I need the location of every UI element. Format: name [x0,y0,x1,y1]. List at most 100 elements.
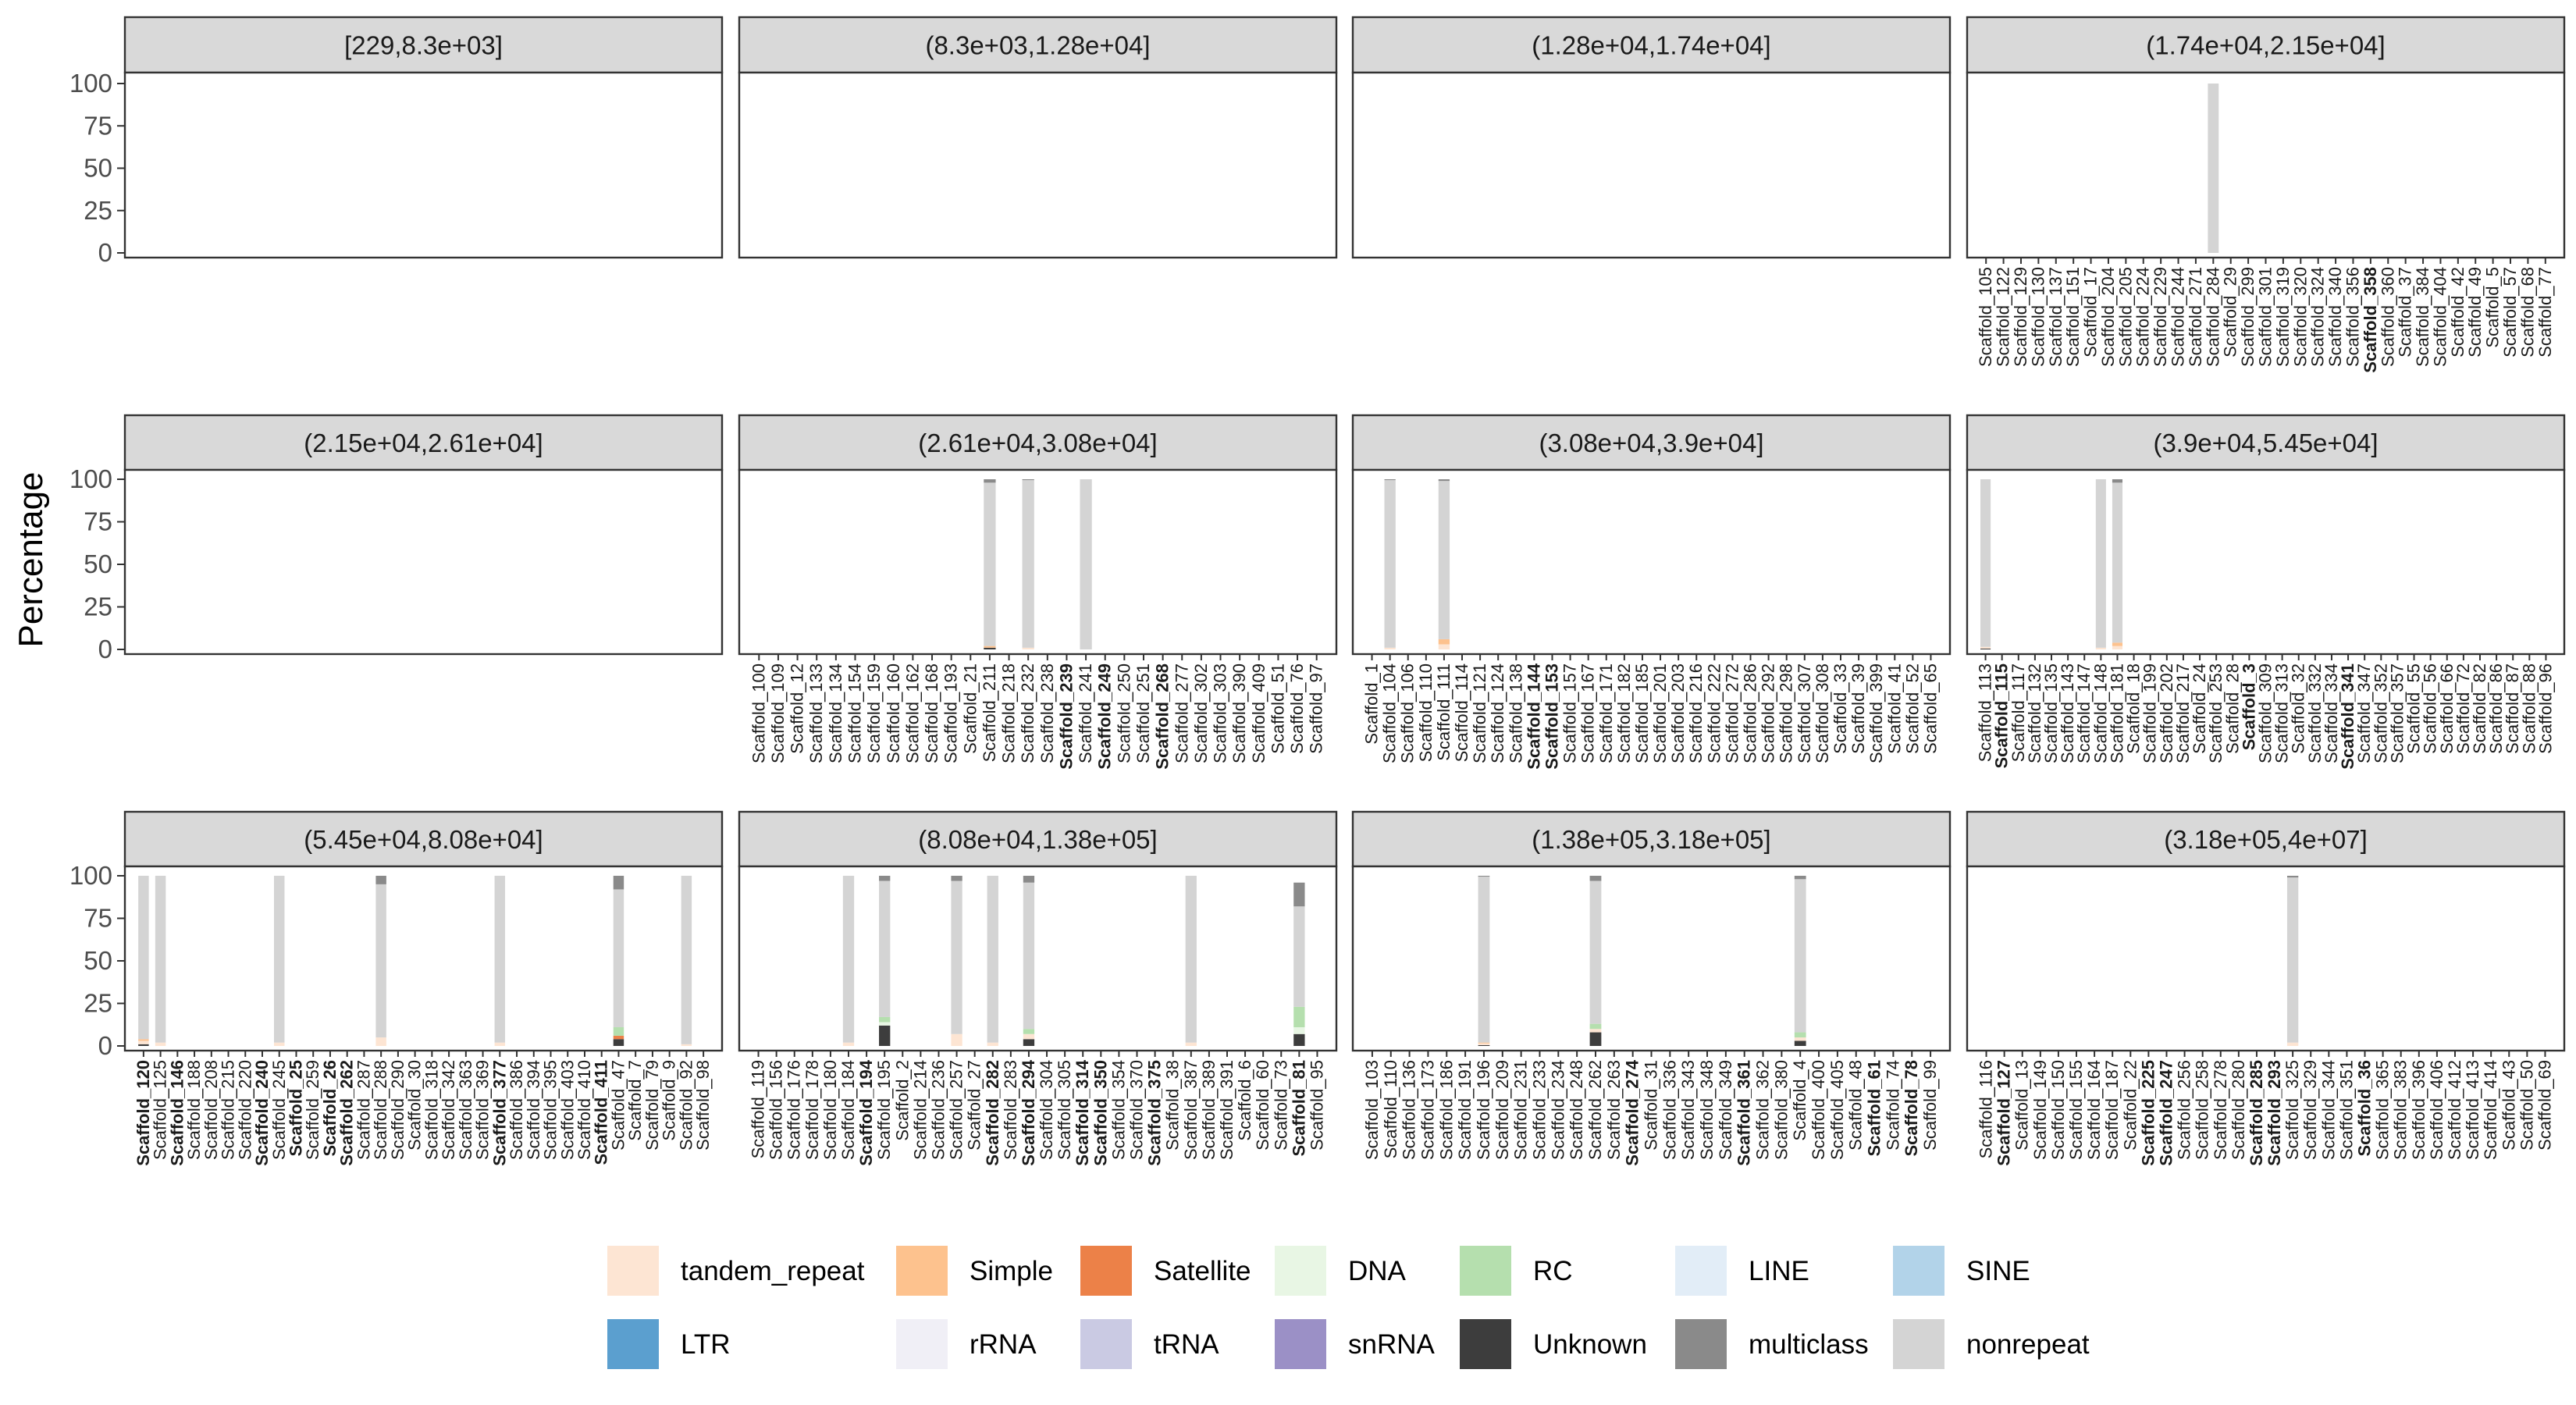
bar-segment-scaffold-257-tandem-repeat [951,1033,962,1046]
x-tick-label-scaffold-292: Scaffold_292 [1759,663,1778,763]
x-tick-label-scaffold-120: Scaffold_120 [133,1060,153,1166]
legend-label: rRNA [970,1329,1037,1360]
x-tick-label-scaffold-365: Scaffold_365 [2373,1060,2393,1160]
bar-segment-scaffold-81-rc [1293,1006,1305,1028]
legend-item-dna: DNA [1275,1246,1407,1296]
x-tick-label-scaffold-121: Scaffold_121 [1470,663,1489,763]
x-tick-label-scaffold-104: Scaffold_104 [1380,663,1400,763]
x-tick-label-scaffold-396: Scaffold_396 [2409,1060,2428,1160]
x-tick-label-scaffold-55: Scaffold_55 [2404,663,2424,754]
bar-segment-scaffold-184-nonrepeat [842,876,855,1043]
facet-panel-10: (8.08e+04,1.38e+05]Scaffold_119Scaffold_… [738,810,1338,1166]
x-tick-label-scaffold-49: Scaffold_49 [2465,267,2485,357]
x-tick-label-scaffold-51: Scaffold_51 [1268,663,1287,754]
x-tick-label-scaffold-136: Scaffold_136 [1400,1060,1419,1160]
bar-segment-scaffold-196-tandem-repeat [1478,1043,1490,1045]
x-tick-label-scaffold-81: Scaffold_81 [1289,1060,1308,1157]
bar-segment-scaffold-104-tandem-repeat [1384,647,1396,649]
x-tick-label-scaffold-302: Scaffold_302 [1191,663,1211,763]
bar-segment-scaffold-81-nonrepeat [1293,906,1305,1007]
x-tick-label-scaffold-138: Scaffold_138 [1506,663,1525,763]
x-tick-label-scaffold-115: Scaffold_115 [1992,663,2012,769]
x-tick-label-scaffold-47: Scaffold_47 [608,1060,628,1151]
x-tick-label-scaffold-5: Scaffold_5 [2483,267,2503,348]
panel-area [1351,71,1952,259]
x-tick-label-scaffold-404: Scaffold_404 [2430,267,2450,367]
x-tick-label-scaffold-217: Scaffold_217 [2173,663,2193,763]
bar-segment-scaffold-104-multiclass [1384,479,1396,481]
x-tick-label-scaffold-149: Scaffold_149 [2030,1060,2050,1160]
y-tick-label: 100 [69,69,112,98]
x-tick-label-scaffold-196: Scaffold_196 [1474,1060,1493,1160]
x-tick-label-scaffold-60: Scaffold_60 [1253,1060,1272,1151]
x-tick-label-scaffold-160: Scaffold_160 [884,663,903,763]
y-tick-label: 25 [84,592,112,621]
legend-item-snrna: snRNA [1275,1319,1436,1369]
legend-item-unknown: Unknown [1460,1319,1647,1369]
facet-strip [123,16,724,74]
bar-segment-scaffold-104-nonrepeat [1384,480,1396,648]
x-tick-label-scaffold-320: Scaffold_320 [2290,267,2310,367]
x-tick-label-scaffold-125: Scaffold_125 [151,1060,170,1160]
bar-segment-scaffold-195-unknown [879,1025,891,1046]
x-tick-label-scaffold-43: Scaffold_43 [2499,1060,2518,1151]
bar-segment-scaffold-232-tandem-repeat [1022,647,1034,649]
x-tick-label-scaffold-225: Scaffold_225 [2138,1060,2158,1166]
x-tick-label-scaffold-182: Scaffold_182 [1614,663,1634,763]
x-tick-label-scaffold-188: Scaffold_188 [184,1060,204,1160]
legend-key [896,1319,948,1369]
x-tick-label-scaffold-272: Scaffold_272 [1722,663,1742,763]
x-tick-label-scaffold-375: Scaffold_375 [1145,1060,1165,1166]
x-tick-label-scaffold-287: Scaffold_287 [354,1060,373,1160]
x-tick-label-scaffold-216: Scaffold_216 [1686,663,1706,763]
x-tick-label-scaffold-369: Scaffold_369 [473,1060,493,1160]
x-tick-label-scaffold-155: Scaffold_155 [2066,1060,2086,1160]
x-tick-label-scaffold-180: Scaffold_180 [820,1060,840,1160]
x-tick-label-scaffold-105: Scaffold_105 [1976,267,1995,367]
y-tick-label: 50 [84,154,112,183]
legend-label: snRNA [1348,1329,1436,1360]
x-tick-label-scaffold-363: Scaffold_363 [456,1060,475,1160]
bar-segment-scaffold-294-multiclass [1023,876,1035,883]
legend-item-ltr: LTR [607,1319,731,1369]
x-tick-label-scaffold-135: Scaffold_135 [2041,663,2061,763]
x-tick-label-scaffold-412: Scaffold_412 [2445,1060,2464,1160]
x-tick-label-scaffold-399: Scaffold_399 [1866,663,1886,763]
bar-segment-scaffold-92-tandem-repeat [681,1044,692,1046]
x-tick-label-scaffold-271: Scaffold_271 [2186,267,2205,367]
x-tick-label-scaffold-347: Scaffold_347 [2354,663,2374,763]
x-tick-label-scaffold-37: Scaffold_37 [2396,267,2415,357]
legend-item-nonrepeat: nonrepeat [1893,1319,2090,1369]
x-tick-label-scaffold-299: Scaffold_299 [2238,267,2258,367]
x-tick-label-scaffold-286: Scaffold_286 [1741,663,1760,763]
x-tick-label-scaffold-73: Scaffold_73 [1271,1060,1290,1151]
bar-segment-scaffold-195-dna [879,1022,891,1026]
legend-key [1893,1246,1944,1296]
panel-area [1966,468,2566,656]
facet-strip-label: (8.08e+04,1.38e+05] [918,825,1157,854]
bar-segment-scaffold-377-nonrepeat [494,876,506,1043]
x-tick-label-scaffold-156: Scaffold_156 [767,1060,786,1160]
x-tick-label-scaffold-411: Scaffold_411 [592,1060,611,1165]
bar-segment-scaffold-325-nonrepeat [2286,877,2299,1043]
x-tick-label-scaffold-249: Scaffold_249 [1095,663,1115,770]
x-tick-label-scaffold-370: Scaffold_370 [1127,1060,1147,1160]
x-tick-label-scaffold-343: Scaffold_343 [1678,1060,1698,1160]
facet-panel-11: (1.38e+05,3.18e+05]Scaffold_103Scaffold_… [1351,810,1952,1166]
x-tick-label-scaffold-76: Scaffold_76 [1287,663,1307,754]
bar-segment-scaffold-181-simple [2112,642,2123,646]
x-tick-label-scaffold-42: Scaffold_42 [2448,267,2467,357]
bar-segment-scaffold-284-nonrepeat [2208,84,2219,253]
legend-key [1275,1319,1326,1369]
x-tick-label-scaffold-301: Scaffold_301 [2256,267,2275,367]
legend-item-multiclass: multiclass [1675,1319,1869,1369]
x-tick-label-scaffold-124: Scaffold_124 [1488,663,1507,763]
x-tick-label-scaffold-394: Scaffold_394 [524,1060,543,1160]
y-tick-label: 50 [84,550,112,578]
panel-area [738,71,1338,259]
x-tick-label-scaffold-409: Scaffold_409 [1249,663,1268,763]
x-tick-label-scaffold-167: Scaffold_167 [1578,663,1598,763]
bar-segment-scaffold-195-multiclass [879,876,891,881]
x-tick-label-scaffold-234: Scaffold_234 [1548,1060,1567,1160]
x-tick-label-scaffold-61: Scaffold_61 [1865,1060,1884,1157]
